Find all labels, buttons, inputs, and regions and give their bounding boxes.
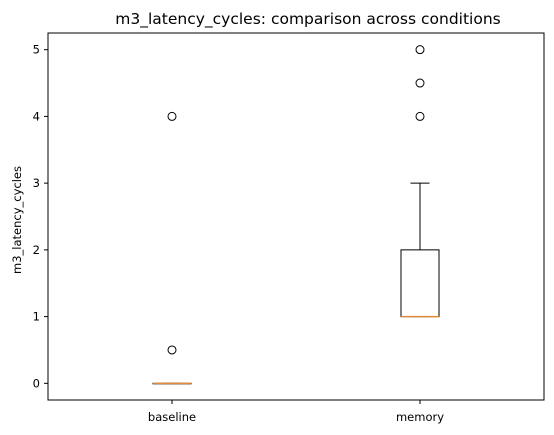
plot-area-frame	[47, 32, 545, 401]
box-group-baseline	[152, 111, 192, 385]
y-tick-label: 2	[33, 243, 40, 257]
boxes-layer	[152, 45, 440, 385]
iqr-box	[400, 249, 440, 318]
y-tick-label: 3	[33, 176, 40, 190]
y-axis: 0 1 2 3 4 5	[33, 43, 48, 390]
y-tick-label: 0	[33, 376, 40, 390]
y-tick-label: 5	[33, 43, 40, 57]
y-tick-label: 1	[33, 310, 40, 324]
outlier-point	[415, 111, 425, 121]
x-tick-label: memory	[396, 410, 444, 424]
y-axis-label: m3_latency_cycles	[10, 166, 24, 274]
x-axis: baseline memory	[148, 400, 444, 424]
outlier-point	[167, 345, 177, 355]
box-group-memory	[400, 45, 440, 318]
outlier-point	[415, 78, 425, 88]
chart-title: m3_latency_cycles: comparison across con…	[115, 10, 500, 29]
outlier-point	[167, 111, 177, 121]
outlier-point	[415, 45, 425, 55]
y-tick-label: 4	[33, 109, 40, 123]
x-tick-label: baseline	[148, 410, 196, 424]
